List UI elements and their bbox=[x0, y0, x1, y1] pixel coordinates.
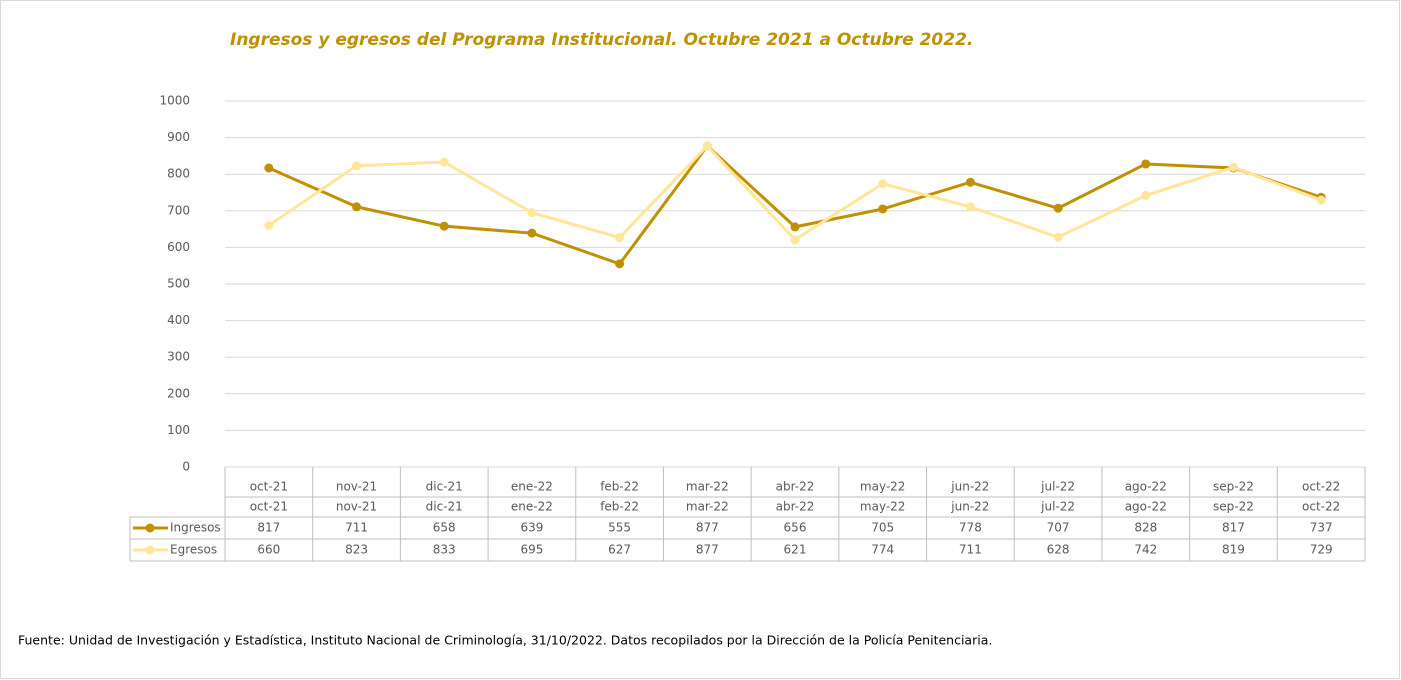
table-header: nov-21 bbox=[336, 500, 377, 514]
table-value: 778 bbox=[959, 521, 982, 535]
table-value: 833 bbox=[433, 543, 456, 557]
table-value: 877 bbox=[696, 521, 719, 535]
y-tick-label: 800 bbox=[167, 167, 190, 181]
x-tick-label: may-22 bbox=[860, 480, 906, 494]
table-header: feb-22 bbox=[600, 500, 639, 514]
y-tick-label: 200 bbox=[167, 386, 190, 400]
point bbox=[878, 204, 888, 214]
table-value: 658 bbox=[433, 521, 456, 535]
legend-label: Ingresos bbox=[170, 521, 221, 535]
chart-title: Ingresos y egresos del Programa Instituc… bbox=[230, 30, 973, 50]
table-header: sep-22 bbox=[1213, 500, 1254, 514]
table-value: 711 bbox=[959, 543, 982, 557]
table-header: ago-22 bbox=[1125, 500, 1167, 514]
x-tick-label: nov-21 bbox=[336, 480, 377, 494]
legend-marker bbox=[145, 545, 155, 555]
point bbox=[878, 179, 888, 189]
table-value: 742 bbox=[1134, 543, 1157, 557]
point bbox=[527, 228, 537, 238]
point bbox=[527, 208, 537, 218]
x-tick-label: jul-22 bbox=[1040, 480, 1075, 494]
x-tick-label: jun-22 bbox=[950, 480, 989, 494]
x-tick-label: mar-22 bbox=[686, 480, 729, 494]
point bbox=[702, 141, 712, 151]
x-tick-label: oct-21 bbox=[250, 480, 288, 494]
x-tick-label: ene-22 bbox=[511, 480, 553, 494]
source-note: Fuente: Unidad de Investigación y Estadí… bbox=[18, 633, 992, 648]
y-tick-label: 0 bbox=[182, 460, 190, 474]
point bbox=[790, 235, 800, 245]
table-header: mar-22 bbox=[686, 500, 729, 514]
point bbox=[965, 202, 975, 212]
table-header: ene-22 bbox=[511, 500, 553, 514]
table-value: 877 bbox=[696, 543, 719, 557]
legend-marker bbox=[145, 523, 155, 533]
point bbox=[965, 177, 975, 187]
table-value: 695 bbox=[520, 543, 543, 557]
y-tick-label: 300 bbox=[167, 350, 190, 364]
table-header: jul-22 bbox=[1040, 500, 1075, 514]
table-value: 737 bbox=[1310, 521, 1333, 535]
table-value: 817 bbox=[257, 521, 280, 535]
y-tick-label: 1000 bbox=[159, 94, 190, 108]
table-value: 707 bbox=[1047, 521, 1070, 535]
x-tick-label: oct-22 bbox=[1302, 480, 1340, 494]
y-tick-label: 600 bbox=[167, 240, 190, 254]
legend-label: Egresos bbox=[170, 543, 217, 557]
point bbox=[790, 222, 800, 232]
table-header: abr-22 bbox=[776, 500, 815, 514]
table-header: oct-22 bbox=[1302, 500, 1340, 514]
point bbox=[264, 220, 274, 230]
table-value: 660 bbox=[257, 543, 280, 557]
point bbox=[1141, 159, 1151, 169]
table-value: 774 bbox=[871, 543, 894, 557]
table-value: 819 bbox=[1222, 543, 1245, 557]
x-tick-label: abr-22 bbox=[776, 480, 815, 494]
point bbox=[439, 157, 449, 167]
point bbox=[1053, 203, 1063, 213]
table-value: 828 bbox=[1134, 521, 1157, 535]
y-tick-label: 400 bbox=[167, 313, 190, 327]
table-value: 628 bbox=[1047, 543, 1070, 557]
point bbox=[352, 161, 362, 171]
table-value: 705 bbox=[871, 521, 894, 535]
point bbox=[1316, 195, 1326, 205]
point bbox=[615, 259, 625, 269]
x-tick-label: ago-22 bbox=[1125, 480, 1167, 494]
table-header: jun-22 bbox=[950, 500, 989, 514]
x-tick-label: sep-22 bbox=[1213, 480, 1254, 494]
table-value: 656 bbox=[784, 521, 807, 535]
point bbox=[1053, 232, 1063, 242]
table-header: oct-21 bbox=[250, 500, 288, 514]
table-value: 823 bbox=[345, 543, 368, 557]
table-value: 627 bbox=[608, 543, 631, 557]
y-tick-label: 500 bbox=[167, 277, 190, 291]
table-value: 711 bbox=[345, 521, 368, 535]
table-header: dic-21 bbox=[426, 500, 463, 514]
x-tick-label: feb-22 bbox=[600, 480, 639, 494]
table-value: 555 bbox=[608, 521, 631, 535]
table-value: 729 bbox=[1310, 543, 1333, 557]
point bbox=[1141, 190, 1151, 200]
y-tick-label: 700 bbox=[167, 203, 190, 217]
y-tick-label: 100 bbox=[167, 423, 190, 437]
table-value: 621 bbox=[784, 543, 807, 557]
y-tick-label: 900 bbox=[167, 130, 190, 144]
table-header: may-22 bbox=[860, 500, 906, 514]
point bbox=[264, 163, 274, 173]
point bbox=[352, 202, 362, 212]
table-value: 639 bbox=[520, 521, 543, 535]
point bbox=[615, 233, 625, 243]
table-value: 817 bbox=[1222, 521, 1245, 535]
point bbox=[1228, 162, 1238, 172]
x-tick-label: dic-21 bbox=[426, 480, 463, 494]
point bbox=[439, 221, 449, 231]
